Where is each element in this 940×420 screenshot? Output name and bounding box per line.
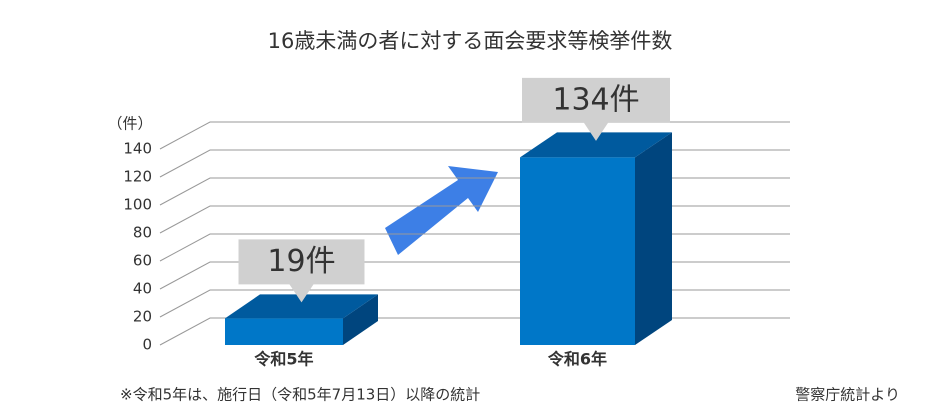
bar-top bbox=[520, 132, 672, 158]
value-label: 134件 bbox=[552, 82, 639, 117]
increase-arrow bbox=[385, 166, 498, 255]
callout bbox=[238, 239, 365, 303]
chart-title: 16歳未満の者に対する面会要求等検挙件数 bbox=[268, 29, 673, 53]
grid-line bbox=[159, 205, 790, 234]
y-tick-label: 60 bbox=[133, 252, 152, 270]
y-tick-label: 0 bbox=[142, 336, 152, 354]
callout bbox=[522, 77, 670, 141]
y-tick-label: 40 bbox=[133, 280, 152, 298]
source: 警察庁統計より bbox=[795, 386, 900, 404]
footnote: ※令和5年は、施行日（令和5年7月13日）以降の統計 bbox=[120, 386, 480, 404]
grid-line bbox=[159, 121, 790, 150]
bar-top bbox=[225, 294, 378, 319]
bar bbox=[520, 157, 635, 345]
x-tick-label: 令和5年 bbox=[253, 350, 313, 369]
bar bbox=[225, 318, 343, 345]
y-tick-label: 20 bbox=[133, 308, 152, 326]
y-tick-label: 100 bbox=[123, 196, 152, 214]
x-tick-label: 令和6年 bbox=[547, 350, 607, 369]
value-label: 19件 bbox=[267, 244, 335, 279]
bar-side bbox=[635, 132, 672, 345]
y-unit: （件） bbox=[107, 115, 152, 133]
y-tick-label: 120 bbox=[123, 168, 152, 186]
y-tick-label: 80 bbox=[133, 224, 152, 242]
y-tick-label: 140 bbox=[123, 140, 152, 158]
bar-side bbox=[343, 294, 378, 345]
